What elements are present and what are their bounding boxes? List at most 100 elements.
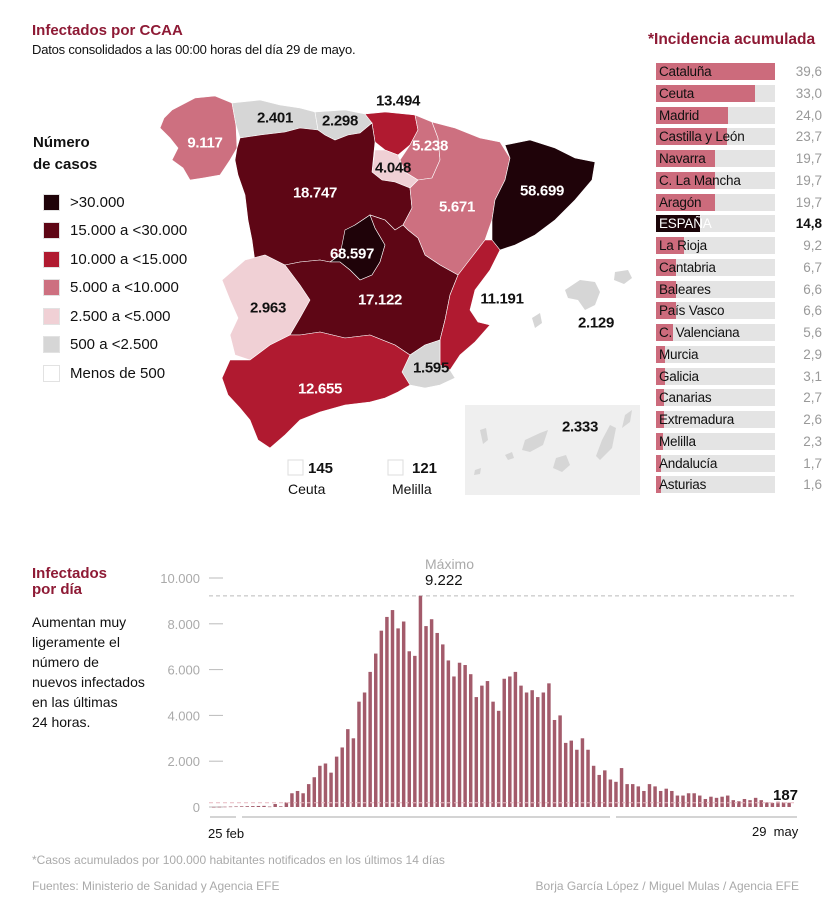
incidence-bar <box>656 63 775 80</box>
x-end-label: 29 may <box>752 824 799 839</box>
region-andalucia[interactable] <box>221 331 411 449</box>
legend-item: 10.000 a <15.000 <box>43 245 187 274</box>
region-cataluna[interactable] <box>491 139 596 251</box>
daily-bar <box>452 676 456 807</box>
daily-bar <box>547 683 551 807</box>
incidence-row: Cantabria 6,7 <box>656 258 822 276</box>
map-value-label: 13.494 <box>375 92 421 110</box>
incidence-row: Canarias 2,7 <box>656 389 822 407</box>
incidence-row: Andalucía 1,7 <box>656 454 822 472</box>
daily-bar <box>765 802 769 807</box>
daily-bar <box>608 779 613 807</box>
incidence-value: 5,6 <box>803 325 822 340</box>
daily-bar <box>586 749 590 807</box>
incidence-bar <box>656 367 666 385</box>
daily-bar <box>552 719 557 807</box>
daily-bar <box>351 738 356 807</box>
daily-bar <box>424 626 428 807</box>
x-start-label: 25 feb <box>208 826 245 841</box>
legend-label: 15.000 a <30.000 <box>70 222 188 240</box>
daily-bar <box>770 802 775 807</box>
map-value-label: 12.655 <box>297 380 343 398</box>
incidence-region-name: C. La Mancha <box>659 172 741 188</box>
daily-bar <box>485 681 490 807</box>
canarias-inset <box>465 405 640 495</box>
incidence-bar-track <box>656 215 775 233</box>
legend-label: 10.000 a <15.000 <box>70 250 188 268</box>
incidence-region-name: Asturias <box>659 477 707 493</box>
region-c-valenciana[interactable] <box>439 239 501 371</box>
incidence-value: 19,7 <box>795 172 822 188</box>
incidence-bar <box>656 84 756 102</box>
incidence-bar-track <box>656 237 775 254</box>
daily-bar <box>329 772 333 807</box>
daily-bar <box>664 788 668 807</box>
legend-item: >30.000 <box>43 188 187 217</box>
region-galicia[interactable] <box>159 95 238 181</box>
daily-bar <box>357 701 361 807</box>
incidence-value: 2,6 <box>803 412 822 427</box>
map-value-label: 2.333 <box>561 418 599 436</box>
ceuta-value: 145 <box>308 460 334 477</box>
description-line: en las últimas <box>32 694 118 710</box>
daily-bar <box>647 784 652 807</box>
daily-bar <box>675 795 680 807</box>
daily-bar <box>480 685 484 807</box>
incidence-bar <box>656 432 663 450</box>
daily-bar <box>725 795 730 807</box>
incidence-value: 23,7 <box>795 129 822 145</box>
daily-bar <box>262 805 266 807</box>
daily-bar <box>212 806 216 808</box>
incidence-region-name: Canarias <box>659 390 712 406</box>
daily-bar <box>312 777 317 807</box>
incidence-row: Extremadura 2,6 <box>656 411 822 428</box>
incidence-bar <box>656 215 701 233</box>
daily-bar <box>670 790 674 807</box>
daily-bar <box>228 806 233 808</box>
y-tick-label: 0 <box>193 800 200 815</box>
incidence-bar-track <box>656 128 775 146</box>
incidence-row: Madrid 24,0 <box>656 106 822 124</box>
incidence-value: 19,7 <box>795 151 822 166</box>
daily-title-line1: Infectados <box>32 565 108 582</box>
daily-bar <box>558 715 562 807</box>
incidence-region-name: Cataluña <box>659 64 712 79</box>
incidence-bar-track <box>656 367 775 385</box>
daily-bar <box>653 786 657 807</box>
incidence-value: 14,8 <box>795 216 822 232</box>
daily-bar <box>429 619 434 807</box>
daily-bar <box>502 678 506 807</box>
incidence-bar <box>656 237 684 254</box>
map-value-label: 11.191 <box>480 290 524 308</box>
max-value-label: 9.222 <box>425 572 463 589</box>
region-canarias[interactable] <box>474 410 632 475</box>
map-value-label: 9.117 <box>187 134 223 152</box>
region-baleares[interactable] <box>532 270 632 328</box>
daily-bar <box>217 806 222 808</box>
incidence-bar <box>656 389 665 407</box>
incidence-bar <box>656 258 677 276</box>
incidence-region-name: Aragón <box>659 194 702 210</box>
daily-bar <box>362 692 367 807</box>
daily-bar <box>446 660 451 807</box>
incidence-bar <box>656 476 661 494</box>
daily-bar <box>781 802 786 807</box>
daily-bar <box>630 784 635 807</box>
incidence-region-name: Madrid <box>659 107 700 123</box>
y-tick-label: 10.000 <box>160 571 200 586</box>
legend-swatch <box>43 279 60 297</box>
incidence-bar <box>656 106 729 124</box>
legend-swatch <box>43 222 60 240</box>
daily-bar <box>256 805 261 807</box>
daily-bar <box>390 610 395 807</box>
map-value-label: 2.298 <box>321 112 359 130</box>
incidence-row: Ceuta 33,0 <box>656 84 822 102</box>
daily-bar <box>295 790 300 807</box>
daily-bar <box>346 729 350 807</box>
daily-bar <box>496 710 501 807</box>
daily-description: Aumentan muy ligeramente el número de nuevo… <box>32 612 145 732</box>
daily-bar <box>603 770 607 807</box>
daily-bar <box>385 616 389 807</box>
sources: Fuentes: Ministerio de Sanidad y Agencia… <box>32 879 280 893</box>
legend-swatch <box>43 364 60 382</box>
